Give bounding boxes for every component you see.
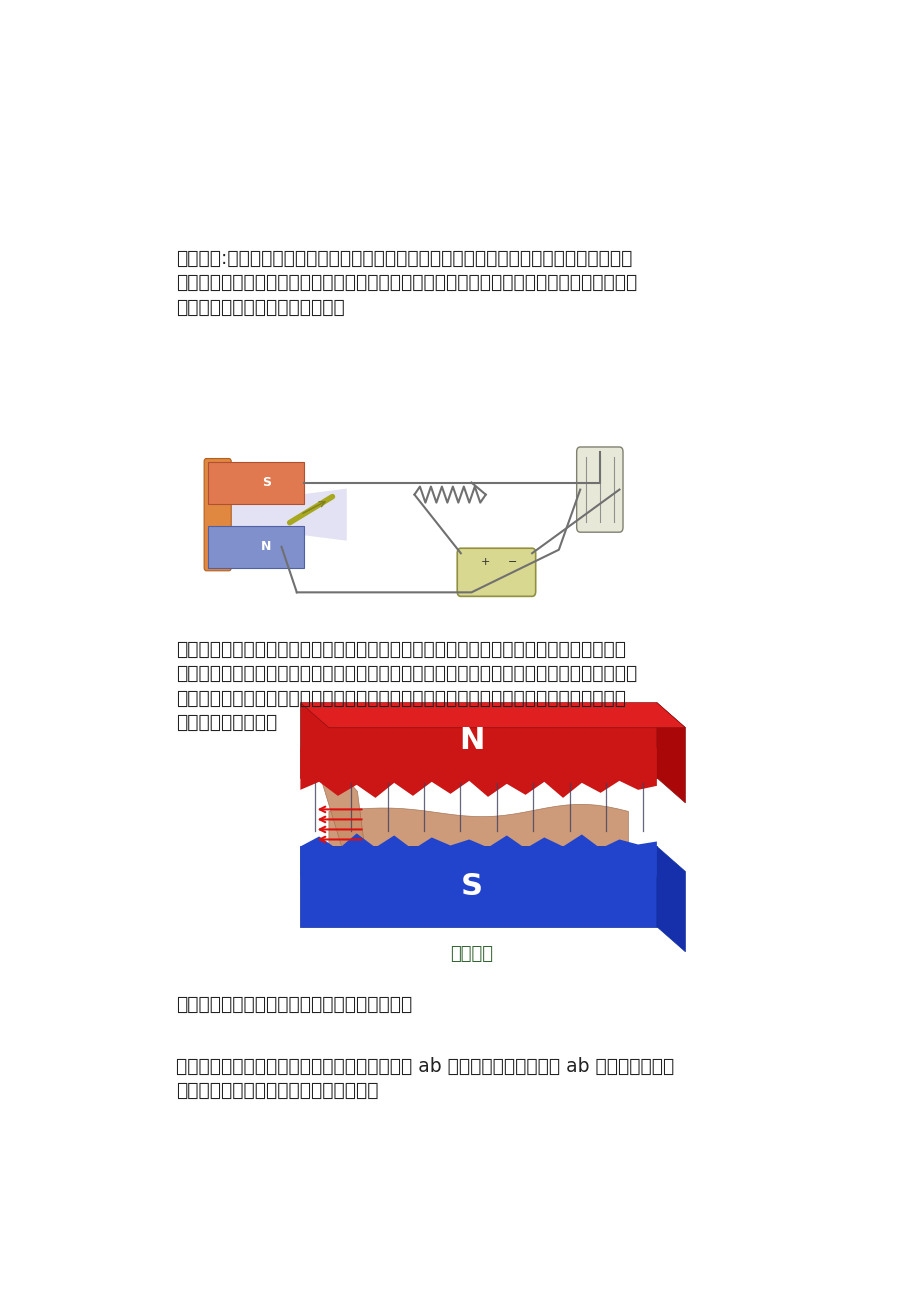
Polygon shape <box>229 488 346 540</box>
Text: 所以拇指指向右边，也就是金属棒的移动方向。: 所以拇指指向右边，也就是金属棒的移动方向。 <box>176 995 412 1014</box>
Text: 左手定则: 左手定则 <box>449 945 493 963</box>
Polygon shape <box>329 805 628 862</box>
Polygon shape <box>300 747 656 798</box>
Polygon shape <box>322 771 364 852</box>
Polygon shape <box>209 526 303 568</box>
Text: 左手定则:伸开左手，使大拇指跟其余四个手指垂直，并且都根手掌在一个平面内，让磁感线: 左手定则:伸开左手，使大拇指跟其余四个手指垂直，并且都根手掌在一个平面内，让磁感… <box>176 249 631 267</box>
Text: 垂直进入手心，并使四指指向电流方向，这时手掌所在的平面跟磁感线垂直，拇指所指方向就: 垂直进入手心，并使四指指向电流方向，这时手掌所在的平面跟磁感线垂直，拇指所指方向… <box>176 273 636 292</box>
Polygon shape <box>656 703 685 803</box>
Text: 流方向，这时手掌所在的平面跟磁感线垂直，拇指所指方向就是通电导线在磁场中的受力方: 流方向，这时手掌所在的平面跟磁感线垂直，拇指所指方向就是通电导线在磁场中的受力方 <box>176 689 625 707</box>
Text: S: S <box>262 477 271 490</box>
Text: S: S <box>460 872 482 901</box>
Text: 关于这一现象的说法，正确的是（　　）: 关于这一现象的说法，正确的是（ ） <box>176 1082 378 1100</box>
Text: 跟其余四个手指垂直，并且都根手掌在一个平面内，让磁感线垂直进入手心，并使四指指向电: 跟其余四个手指垂直，并且都根手掌在一个平面内，让磁感线垂直进入手心，并使四指指向… <box>176 664 636 684</box>
FancyBboxPatch shape <box>300 703 656 777</box>
Text: 向。（详见下图）。: 向。（详见下图）。 <box>176 713 277 732</box>
Polygon shape <box>300 703 685 728</box>
Polygon shape <box>209 461 303 504</box>
Polygon shape <box>656 846 685 952</box>
Text: 《例题》如图所示的装置中，当闭合开关、导体 ab 中有电流通过时，导体 ab 就会运动起来，: 《例题》如图所示的装置中，当闭合开关、导体 ab 中有电流通过时，导体 ab 就… <box>176 1057 673 1075</box>
Text: N: N <box>459 725 483 755</box>
FancyBboxPatch shape <box>300 846 656 927</box>
Text: 是通电导线在磁场中的受力方向。: 是通电导线在磁场中的受力方向。 <box>176 298 344 316</box>
FancyBboxPatch shape <box>576 447 622 533</box>
Polygon shape <box>300 833 656 876</box>
Text: 如上图所示，电流从电池正极出，流过金属棒，根据上述的左手定则，张开左手，使大拇指: 如上图所示，电流从电池正极出，流过金属棒，根据上述的左手定则，张开左手，使大拇指 <box>176 639 625 659</box>
Text: N: N <box>261 540 271 553</box>
FancyBboxPatch shape <box>457 548 535 596</box>
Text: +: + <box>481 557 490 568</box>
FancyBboxPatch shape <box>204 458 231 570</box>
Text: −: − <box>507 557 516 568</box>
